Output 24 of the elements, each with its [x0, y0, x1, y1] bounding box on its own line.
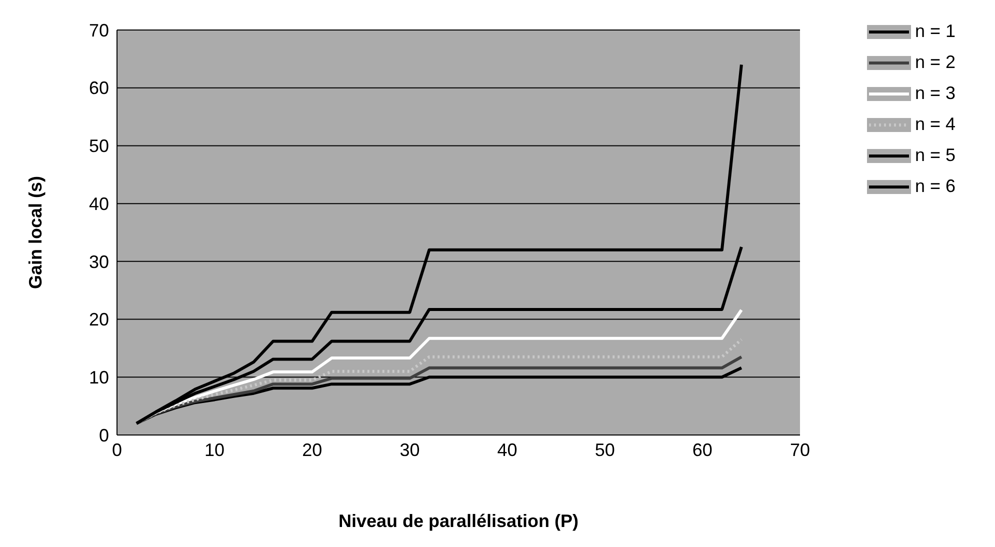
y-tick-label: 30 [88, 252, 109, 272]
legend-label: n = 2 [915, 51, 956, 74]
legend-label: n = 5 [915, 144, 956, 167]
y-axis-title: Gain local (s) [25, 176, 46, 290]
x-tick-label: 40 [497, 440, 518, 460]
x-tick-label: 10 [204, 440, 225, 460]
x-tick-label: 20 [302, 440, 322, 460]
y-tick-label: 70 [88, 20, 109, 40]
legend-label: n = 6 [915, 175, 956, 198]
y-tick-label: 10 [88, 368, 109, 388]
legend-label: n = 3 [915, 82, 956, 105]
legend-label: n = 1 [915, 20, 956, 43]
y-tick-label: 20 [88, 310, 109, 330]
y-tick-label: 0 [98, 425, 109, 446]
x-tick-label: 50 [594, 440, 615, 460]
x-tick-label: 70 [790, 440, 810, 460]
x-tick-label: 30 [400, 440, 420, 460]
x-tick-label: 60 [692, 440, 712, 460]
x-tick-label: 0 [112, 440, 122, 460]
legend-label: n = 4 [915, 113, 956, 136]
x-axis-title: Niveau de parallélisation (P) [338, 511, 579, 531]
y-tick-label: 60 [88, 78, 109, 98]
y-tick-label: 50 [88, 136, 109, 156]
y-tick-label: 40 [88, 194, 109, 214]
